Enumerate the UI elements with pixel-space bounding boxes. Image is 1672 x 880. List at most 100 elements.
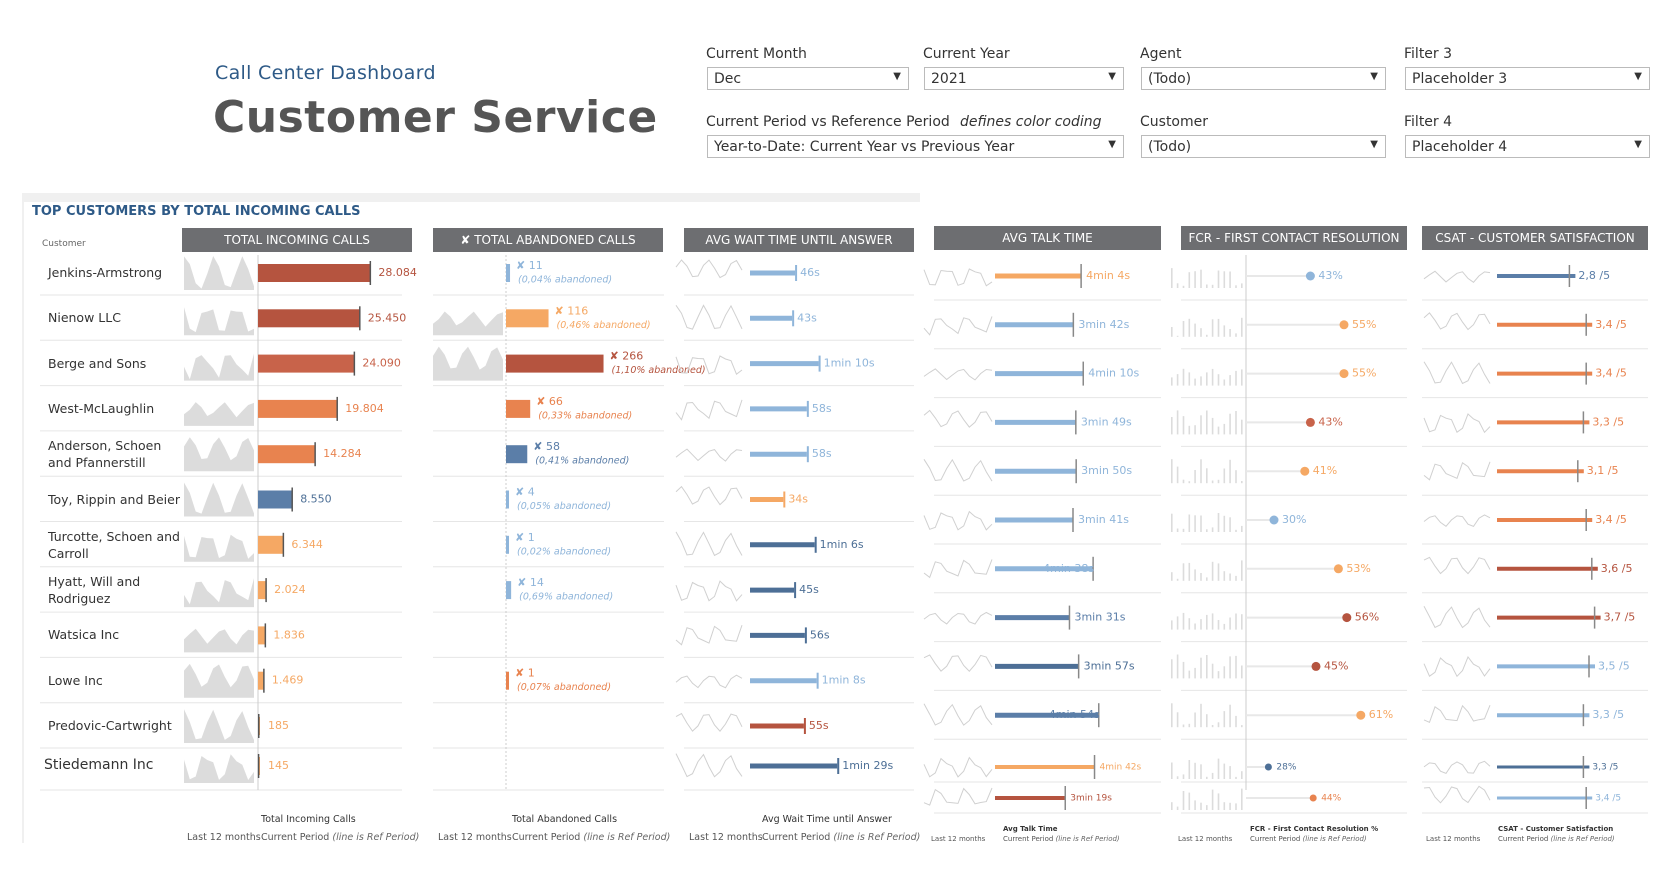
current-month-select[interactable]: Dec ▼: [707, 67, 909, 90]
fcr-sparkline-7: [1211, 613, 1214, 630]
abandoned-value-label: ✘ 66: [536, 395, 563, 408]
fcr-sparkline-4: [1194, 762, 1196, 779]
fcr-dot: [1305, 417, 1315, 427]
fcr-sparkline-7: [1211, 480, 1214, 484]
fcr-value-label: 41%: [1313, 464, 1337, 477]
period-select[interactable]: Year-to-Date: Current Year vs Previous Y…: [707, 135, 1124, 158]
fcr-sparkline-2: [1182, 321, 1185, 337]
fcr-sparkline-8: [1217, 563, 1220, 581]
fcr-sparkline-11: [1235, 715, 1237, 728]
abandoned-value-label: ✘ 11: [516, 259, 543, 272]
footer-last12-6: Last 12 months: [1426, 835, 1481, 843]
talk-value-label: 3min 49s: [1081, 415, 1132, 428]
csat-sparkline: [1423, 655, 1491, 678]
fcr-sparkline-10: [1229, 271, 1231, 288]
fcr-dot: [1300, 466, 1310, 476]
current-year-select[interactable]: 2021 ▼: [924, 67, 1124, 90]
fcr-sparkline-7: [1211, 789, 1214, 810]
filter4-select[interactable]: Placeholder 4 ▼: [1405, 135, 1650, 158]
section-title: TOP CUSTOMERS BY TOTAL INCOMING CALLS: [32, 204, 361, 219]
fcr-sparkline-8: [1217, 513, 1220, 532]
abandoned-value-label: ✘ 116: [555, 304, 589, 317]
customer-name: Berge and Sons: [48, 355, 147, 371]
fcr-sparkline-10: [1229, 704, 1231, 728]
talk-sparkline: [923, 368, 993, 381]
csat-sparkline: [1423, 361, 1491, 385]
abandoned-bar: [506, 445, 528, 464]
current-month-label: Current Month: [706, 46, 807, 62]
col-header-abandoned: ✘ TOTAL ABANDONED CALLS: [433, 228, 663, 252]
customer-label: Customer: [1140, 114, 1209, 130]
customer-column-header: Customer: [42, 239, 86, 249]
fcr-sparkline-7: [1211, 417, 1214, 435]
fcr-sparkline-6: [1206, 529, 1208, 532]
customer-name: Watsica Inc: [48, 627, 120, 643]
fcr-value-label: 28%: [1276, 763, 1296, 773]
customer-select[interactable]: (Todo) ▼: [1141, 135, 1386, 158]
fcr-sparkline-9: [1223, 666, 1226, 679]
dashboard-subtitle: Call Center Dashboard: [215, 62, 436, 84]
fcr-sparkline-1: [1176, 654, 1179, 679]
fcr-sparkline-11: [1235, 285, 1237, 288]
talk-sparkline: [923, 409, 993, 428]
fcr-sparkline-3: [1188, 425, 1191, 435]
talk-value-label: 3min 31s: [1074, 611, 1125, 624]
fcr-sparkline-1: [1176, 776, 1179, 779]
fcr-sparkline-8: [1217, 374, 1220, 386]
talk-sparkline: [923, 654, 993, 672]
fcr-sparkline-3: [1188, 514, 1191, 532]
fcr-sparkline-3: [1188, 760, 1191, 779]
wait-sparkline: [675, 625, 743, 646]
filter3-select[interactable]: Placeholder 3 ▼: [1405, 67, 1650, 90]
agent-select[interactable]: (Todo) ▼: [1141, 67, 1386, 90]
wait-sparkline: [675, 485, 743, 506]
wait-value-label: 58s: [812, 402, 832, 415]
csat-value-label: 3,3 /5: [1592, 763, 1618, 773]
footer-current-2: Current Period (line is Ref Period): [512, 832, 671, 843]
fcr-sparkline-5: [1200, 802, 1202, 810]
fcr-sparkline-5: [1200, 459, 1202, 484]
footer-last12-1: Last 12 months: [187, 832, 261, 843]
fcr-dot: [1339, 320, 1349, 330]
footer-last12-4: Last 12 months: [931, 835, 986, 843]
abandoned-sparkline: [433, 346, 503, 381]
fcr-value-label: 53%: [1346, 562, 1370, 575]
customer-name: Toy, Rippin and Beier: [48, 491, 180, 507]
csat-value-label: 3,6 /5: [1601, 562, 1633, 575]
fcr-sparkline-4: [1194, 515, 1196, 532]
col-header-incoming: TOTAL INCOMING CALLS: [182, 228, 412, 252]
fcr-sparkline-4: [1194, 323, 1196, 337]
fcr-sparkline-6: [1206, 776, 1208, 779]
fcr-value-label: 61%: [1369, 708, 1393, 721]
incoming-bar: [258, 490, 293, 509]
wait-sparkline: [675, 753, 743, 778]
fcr-sparkline-5: [1200, 328, 1202, 337]
talk-value-label: 3min 57s: [1084, 659, 1135, 672]
fcr-sparkline-10: [1229, 329, 1231, 337]
fcr-sparkline-4: [1194, 470, 1196, 484]
fcr-sparkline-8: [1217, 722, 1220, 728]
fcr-dot: [1333, 564, 1343, 574]
fcr-sparkline-5: [1200, 703, 1202, 728]
fcr-dot: [1269, 515, 1279, 525]
fcr-sparkline-3: [1188, 272, 1191, 288]
wait-sparkline: [675, 531, 743, 557]
fcr-sparkline-1: [1176, 616, 1179, 630]
fcr-sparkline-4: [1194, 800, 1196, 810]
fcr-sparkline-6: [1206, 284, 1208, 288]
fcr-sparkline-7: [1211, 527, 1214, 532]
fcr-sparkline-5: [1200, 269, 1202, 288]
fcr-sparkline-5: [1200, 415, 1202, 435]
fcr-sparkline-12: [1241, 771, 1243, 779]
abandoned-bar: [506, 535, 509, 554]
incoming-bar: [258, 309, 360, 328]
fcr-sparkline-8: [1217, 479, 1220, 484]
fcr-sparkline-2: [1182, 661, 1185, 679]
talk-sparkline: [923, 559, 993, 579]
abandoned-value-label: ✘ 1: [515, 531, 535, 544]
fcr-sparkline-11: [1235, 803, 1237, 810]
footer-last12-5: Last 12 months: [1178, 835, 1233, 843]
fcr-sparkline-12: [1241, 560, 1243, 581]
fcr-sparkline-6: [1206, 410, 1208, 435]
